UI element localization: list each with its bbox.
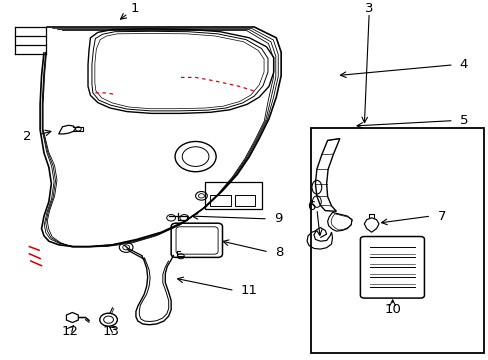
Text: 7: 7 (437, 210, 445, 222)
Text: 11: 11 (240, 284, 257, 297)
Text: 6: 6 (306, 201, 315, 213)
Text: 4: 4 (459, 58, 467, 71)
Bar (310, 128, 483, 353)
Text: 5: 5 (459, 114, 467, 127)
Text: 9: 9 (273, 212, 282, 225)
Bar (210, 195, 230, 206)
Bar (205, 182, 261, 209)
Text: 3: 3 (364, 3, 373, 15)
Text: 8: 8 (274, 246, 283, 259)
Text: 2: 2 (22, 130, 31, 143)
Text: 1: 1 (130, 3, 139, 15)
Bar (234, 195, 255, 206)
Text: 12: 12 (61, 325, 78, 338)
Text: 13: 13 (103, 325, 120, 338)
Text: 10: 10 (384, 303, 400, 316)
